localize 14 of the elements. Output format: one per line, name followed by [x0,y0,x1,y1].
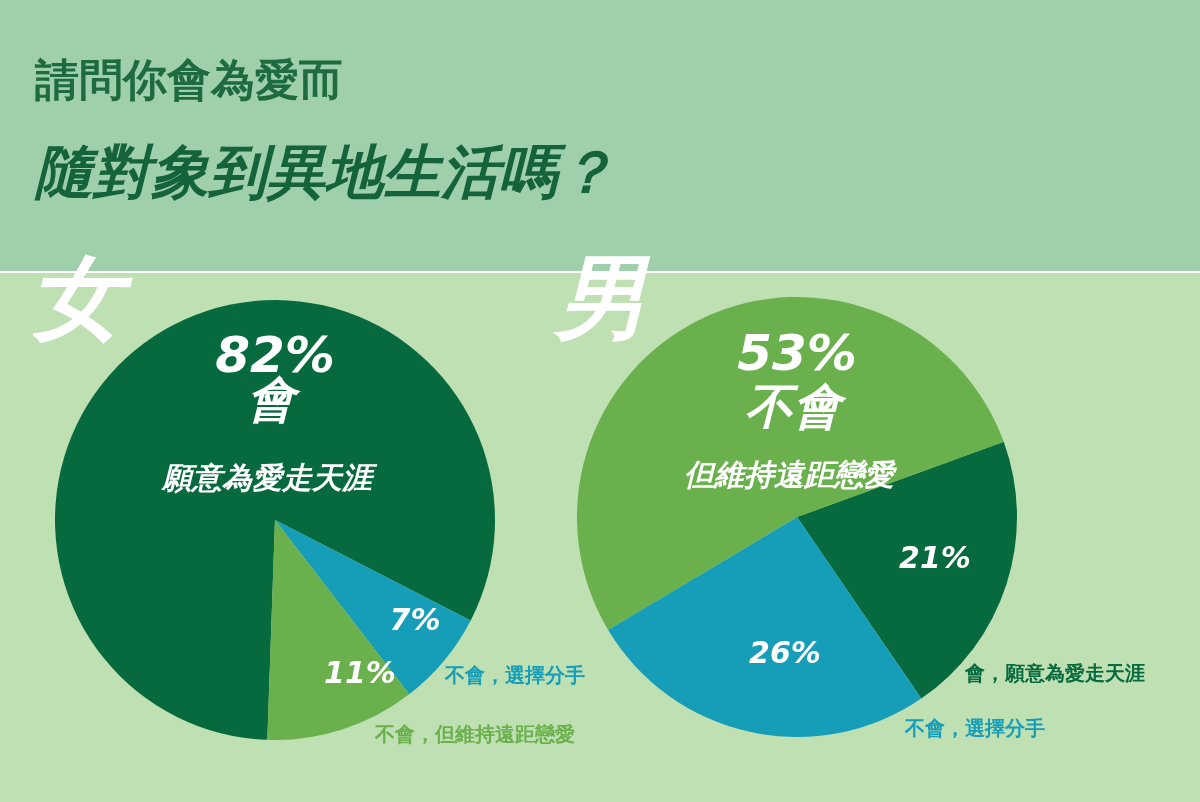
text: 請問你會為愛而 [34,54,343,105]
data-label: 7% [389,602,441,637]
slice-label: 會，願意為愛走天涯 [964,661,1145,685]
slice-label: 不會，選擇分手 [904,716,1045,740]
chart-title: 男 [552,245,651,352]
data-label: 21% [899,540,971,575]
text: 願意為愛走天涯 [160,460,378,495]
text: 但維持遠距戀愛 [684,457,897,492]
slice-label: 不會，但維持遠距戀愛 [374,722,575,746]
slice-label: 不會，選擇分手 [444,663,585,687]
chart-title: 女 [30,245,134,352]
data-label: 26% [749,635,821,670]
data-label: 11% [324,655,396,690]
text: 隨對象到異地生活嗎？ [34,138,615,206]
